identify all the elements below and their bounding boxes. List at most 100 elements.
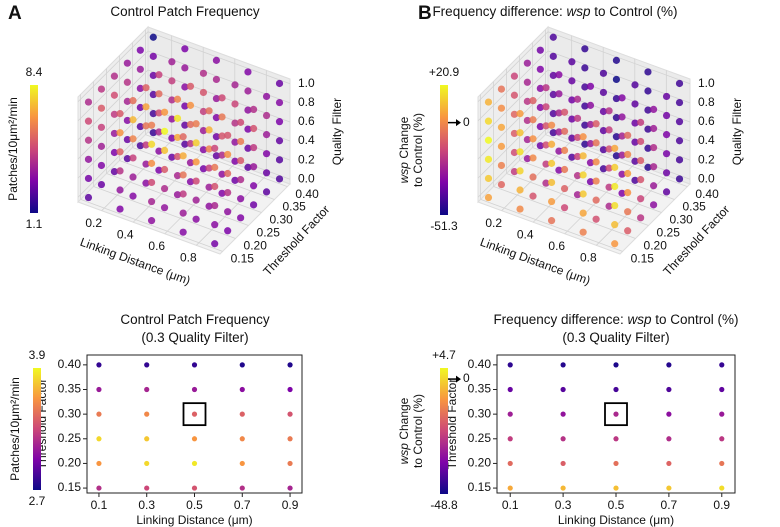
point [581, 140, 589, 148]
point [96, 411, 102, 417]
colorbar-label-run: wsp [397, 162, 411, 184]
x-tick-label: 0.1 [502, 498, 519, 512]
point [142, 103, 150, 111]
x-tick-label: 0.4 [517, 227, 534, 241]
point [142, 179, 150, 187]
y-tick-label: 0.25 [58, 431, 82, 445]
point [560, 204, 569, 212]
point [218, 113, 226, 121]
point [249, 124, 258, 133]
point [212, 152, 221, 160]
colorbar-tick-label: 0 [463, 115, 470, 129]
point [579, 190, 587, 198]
point [542, 160, 550, 168]
point [192, 139, 200, 147]
point [484, 174, 493, 183]
point [510, 167, 519, 176]
y-tick-label: 0.40 [58, 357, 82, 371]
point [510, 72, 519, 80]
point [239, 436, 245, 442]
point [249, 182, 258, 190]
point [719, 362, 725, 368]
point [110, 167, 119, 176]
point [555, 147, 563, 155]
x-tick-label: 0.8 [180, 251, 197, 265]
point [666, 485, 672, 491]
colorbar-label-run: Change [397, 397, 411, 443]
x-tick-label: 0.3 [138, 498, 155, 512]
point [560, 108, 569, 116]
point [586, 82, 595, 90]
point [649, 143, 658, 152]
point [231, 100, 239, 108]
point [205, 126, 213, 134]
point [549, 71, 557, 80]
point [239, 460, 245, 467]
point [560, 165, 569, 174]
point [666, 411, 672, 417]
point [199, 146, 208, 154]
y-tick-label: 0.20 [244, 239, 268, 253]
point [168, 134, 176, 142]
point [142, 141, 150, 149]
point [275, 79, 284, 88]
point [719, 411, 725, 417]
point [497, 161, 506, 170]
point [212, 75, 221, 84]
point [205, 202, 213, 210]
point [573, 152, 582, 161]
point [142, 122, 150, 130]
point [666, 436, 672, 442]
y-tick-label: 0.15 [58, 480, 82, 494]
point [599, 146, 608, 154]
chart-title: Frequency difference: wsp to Control (%) [432, 4, 677, 19]
point [136, 84, 144, 92]
point [523, 59, 531, 67]
point [97, 123, 106, 131]
point [262, 92, 271, 101]
point [155, 166, 163, 174]
point [529, 135, 537, 143]
point [262, 111, 271, 120]
point [586, 101, 595, 109]
point [612, 56, 621, 64]
point [484, 117, 493, 125]
plot-frame [86, 354, 303, 494]
point [262, 131, 271, 139]
point [510, 129, 519, 138]
point [605, 183, 613, 191]
point [649, 163, 658, 171]
point [168, 96, 176, 104]
point [186, 82, 195, 90]
point [560, 436, 566, 442]
point [136, 65, 144, 73]
point [186, 120, 195, 129]
point [224, 227, 232, 235]
point [239, 411, 245, 417]
point [168, 153, 176, 161]
point [666, 362, 672, 368]
point [662, 131, 671, 139]
point [212, 114, 221, 122]
point [275, 156, 284, 164]
y-tick-label: 0.35 [682, 200, 706, 214]
x-tick-label: 0.6 [148, 239, 165, 253]
point [186, 178, 195, 186]
point [675, 137, 684, 145]
point [612, 114, 621, 122]
point [573, 172, 582, 180]
point [129, 97, 137, 105]
point [110, 110, 119, 118]
point [262, 188, 271, 196]
point [568, 153, 576, 161]
z-tick-label: 1.0 [298, 76, 315, 90]
chart-title: (0.3 Quality Filter) [141, 330, 248, 345]
point [560, 411, 566, 417]
point [547, 217, 556, 225]
x-axis-label: Linking Distance (μm) [78, 235, 192, 288]
point [147, 178, 156, 187]
chart-title-run: (0.3 Quality Filter) [562, 330, 669, 345]
point [605, 126, 613, 134]
colorbar-label: to Control (%) [411, 113, 425, 187]
point [644, 87, 652, 95]
